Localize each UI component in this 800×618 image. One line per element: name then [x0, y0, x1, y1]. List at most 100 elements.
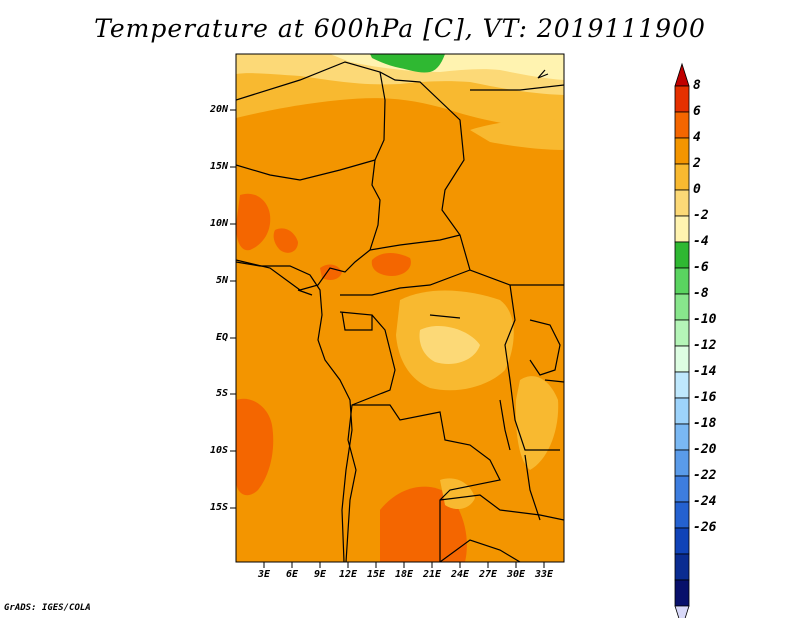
colorbar-label: -18: [693, 416, 717, 431]
country-borders: [236, 61, 564, 562]
colorbar-box: [674, 397, 690, 425]
border-car-north: [369, 234, 461, 251]
colorbar-label: -20: [693, 442, 717, 457]
lat-label: 15N: [209, 161, 228, 172]
colorbar-box: [674, 371, 690, 399]
lon-label: 24E: [450, 569, 470, 580]
colorbar-box: [674, 475, 690, 503]
lat-ticks: [230, 109, 236, 509]
colorbar-box: [674, 137, 690, 165]
lat-label: 10N: [209, 218, 228, 229]
lat-label: 5N: [215, 275, 228, 286]
field-south-light: [440, 478, 475, 510]
bioko-island: [297, 289, 313, 296]
border-cameroon-north: [299, 249, 371, 291]
map-frame: [235, 53, 565, 563]
border-botswana: [439, 539, 521, 562]
lon-ticks: [263, 562, 545, 568]
colorbar-label: -26: [693, 520, 717, 535]
colorbar-box: [674, 293, 690, 321]
field-warm-small-3: [320, 264, 342, 280]
colorbar-label: 2: [693, 156, 701, 171]
colorbar-box: [674, 241, 690, 269]
lon-label: 18E: [394, 569, 414, 580]
colorbar-box: [674, 189, 690, 217]
lat-label: 10S: [209, 445, 228, 456]
border-tanzania: [544, 379, 564, 383]
colorbar-label: 0: [693, 182, 701, 197]
lat-label: EQ: [215, 332, 228, 343]
colorbar-bottom-arrow: [674, 605, 690, 618]
river-congo: [429, 314, 461, 319]
colorbar-box: [674, 423, 690, 451]
colorbar-label: -22: [693, 468, 717, 483]
field-east-light: [515, 376, 559, 470]
colorbar-box: [674, 163, 690, 191]
border-niger-nigeria: [236, 159, 376, 181]
lake-malawi: [524, 454, 541, 521]
lake-tanganyika: [499, 399, 511, 451]
field-band-1: [470, 119, 564, 150]
border-coast-gulf: [236, 259, 301, 291]
coastlines: [236, 261, 541, 562]
atlantic-coast: [236, 261, 353, 562]
colorbar-label: 6: [693, 104, 701, 119]
colorbar-box: [674, 345, 690, 373]
colorbar-box: [674, 501, 690, 529]
field-green-patch: [370, 54, 445, 73]
colorbar-box: [674, 111, 690, 139]
chart-title: Temperature at 600hPa [C], VT: 201911190…: [94, 14, 706, 43]
field-warm-west-africa: [236, 193, 271, 251]
colorbar: [674, 62, 690, 618]
colorbar-box: [674, 553, 690, 581]
colorbar-label: -8: [693, 286, 709, 301]
field-warm-atlantic: [236, 398, 274, 496]
border-drc-angola-zambia: [352, 404, 501, 562]
border-drc-east: [504, 284, 560, 451]
border-gabon-eq: [339, 311, 373, 331]
lat-label: 5S: [215, 388, 228, 399]
lon-label: 21E: [422, 569, 442, 580]
colorbar-label: 8: [693, 78, 701, 93]
colorbar-label: -10: [693, 312, 717, 327]
border-red-sea: [537, 69, 549, 79]
colorbar-top-arrow: [674, 62, 690, 87]
lat-label: 20N: [209, 104, 228, 115]
colorbar-box: [674, 215, 690, 243]
field-central-pale: [419, 325, 480, 365]
border-egypt-sudan: [470, 84, 564, 91]
lon-label: 6E: [285, 569, 299, 580]
border-chad-niger: [369, 71, 386, 251]
colorbar-label: -4: [693, 234, 709, 249]
field-warm-small-2: [371, 253, 411, 276]
border-lake-victoria: [529, 319, 561, 376]
colorbar-box: [674, 449, 690, 477]
colorbar-box: [674, 579, 690, 607]
lon-label: 30E: [506, 569, 526, 580]
colorbar-box: [674, 527, 690, 555]
colorbar-label: -6: [693, 260, 709, 275]
lon-label: 3E: [257, 569, 271, 580]
colorbar-box: [674, 85, 690, 113]
colorbar-box: [674, 267, 690, 295]
colorbar-label: -14: [693, 364, 717, 379]
lon-label: 9E: [313, 569, 327, 580]
colorbar-label: -24: [693, 494, 717, 509]
lon-label: 27E: [478, 569, 498, 580]
lon-label: 12E: [338, 569, 358, 580]
border-sahel: [236, 61, 564, 286]
credit-text: GrADS: IGES/COLA: [4, 603, 91, 613]
colorbar-label: 4: [693, 130, 701, 145]
lon-label: 15E: [366, 569, 386, 580]
field-warm-small-1: [273, 228, 298, 253]
colorbar-label: -12: [693, 338, 717, 353]
lon-label: 33E: [534, 569, 554, 580]
temperature-field: [236, 54, 564, 562]
colorbar-label: -2: [693, 208, 709, 223]
field-warm-angola: [380, 486, 467, 562]
colorbar-box: [674, 319, 690, 347]
border-zambia-south: [439, 494, 564, 521]
colorbar-label: -16: [693, 390, 717, 405]
border-car-south: [340, 269, 471, 296]
